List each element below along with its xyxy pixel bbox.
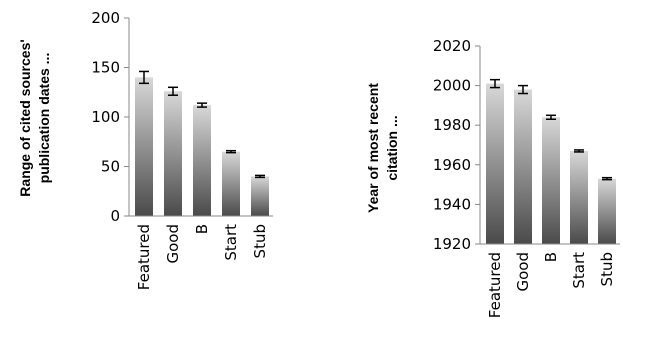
y-axis-label: Range of cited sources' [17, 39, 33, 196]
error-bar-featured [490, 78, 500, 89]
bar-good [514, 89, 532, 244]
x-tick-label: Good [514, 252, 532, 292]
y-axis-label: publication dates ... [36, 53, 52, 184]
error-bar-good [518, 84, 528, 95]
y-axis-label: Year of most recent [365, 83, 381, 213]
y-tick-label: 200 [91, 9, 120, 27]
error-bar-start [226, 149, 236, 154]
y-axis-label: citation ... [384, 115, 400, 180]
error-bar-b [197, 102, 207, 108]
x-tick-label: Start [222, 224, 240, 261]
error-bar-stub [255, 174, 265, 179]
bar-featured [135, 77, 153, 217]
y-tick-label: 2000 [433, 77, 471, 95]
bar-b [193, 105, 211, 216]
x-tick-label: B [193, 224, 211, 234]
y-tick-label: 0 [110, 207, 120, 225]
error-bar-start [574, 149, 584, 153]
error-bar-stub [602, 176, 612, 181]
x-tick-label: Stub [598, 252, 616, 286]
error-bar-b [546, 114, 556, 121]
error-bar-featured [139, 70, 149, 85]
y-tick-label: 1940 [433, 195, 471, 213]
x-tick-label: Stub [251, 224, 269, 258]
y-tick-label: 1920 [433, 235, 471, 253]
bar-good [164, 91, 182, 216]
x-tick-label: Featured [486, 252, 504, 318]
y-tick-label: 1980 [433, 116, 471, 134]
x-tick-label: B [542, 252, 560, 262]
bar-stub [598, 178, 616, 244]
y-tick-label: 100 [91, 108, 120, 126]
x-tick-label: Featured [135, 224, 153, 290]
bar-featured [486, 83, 504, 245]
x-tick-label: Start [570, 252, 588, 289]
y-tick-label: 50 [101, 158, 120, 176]
x-tick-label: Good [164, 224, 182, 264]
y-tick-label: 2020 [433, 37, 471, 55]
bar-start [222, 151, 240, 216]
error-bar-good [168, 86, 178, 96]
bar-stub [251, 176, 269, 216]
bar-b [542, 117, 560, 244]
y-tick-label: 1960 [433, 156, 471, 174]
y-tick-label: 150 [91, 59, 120, 77]
bar-start [570, 150, 588, 244]
